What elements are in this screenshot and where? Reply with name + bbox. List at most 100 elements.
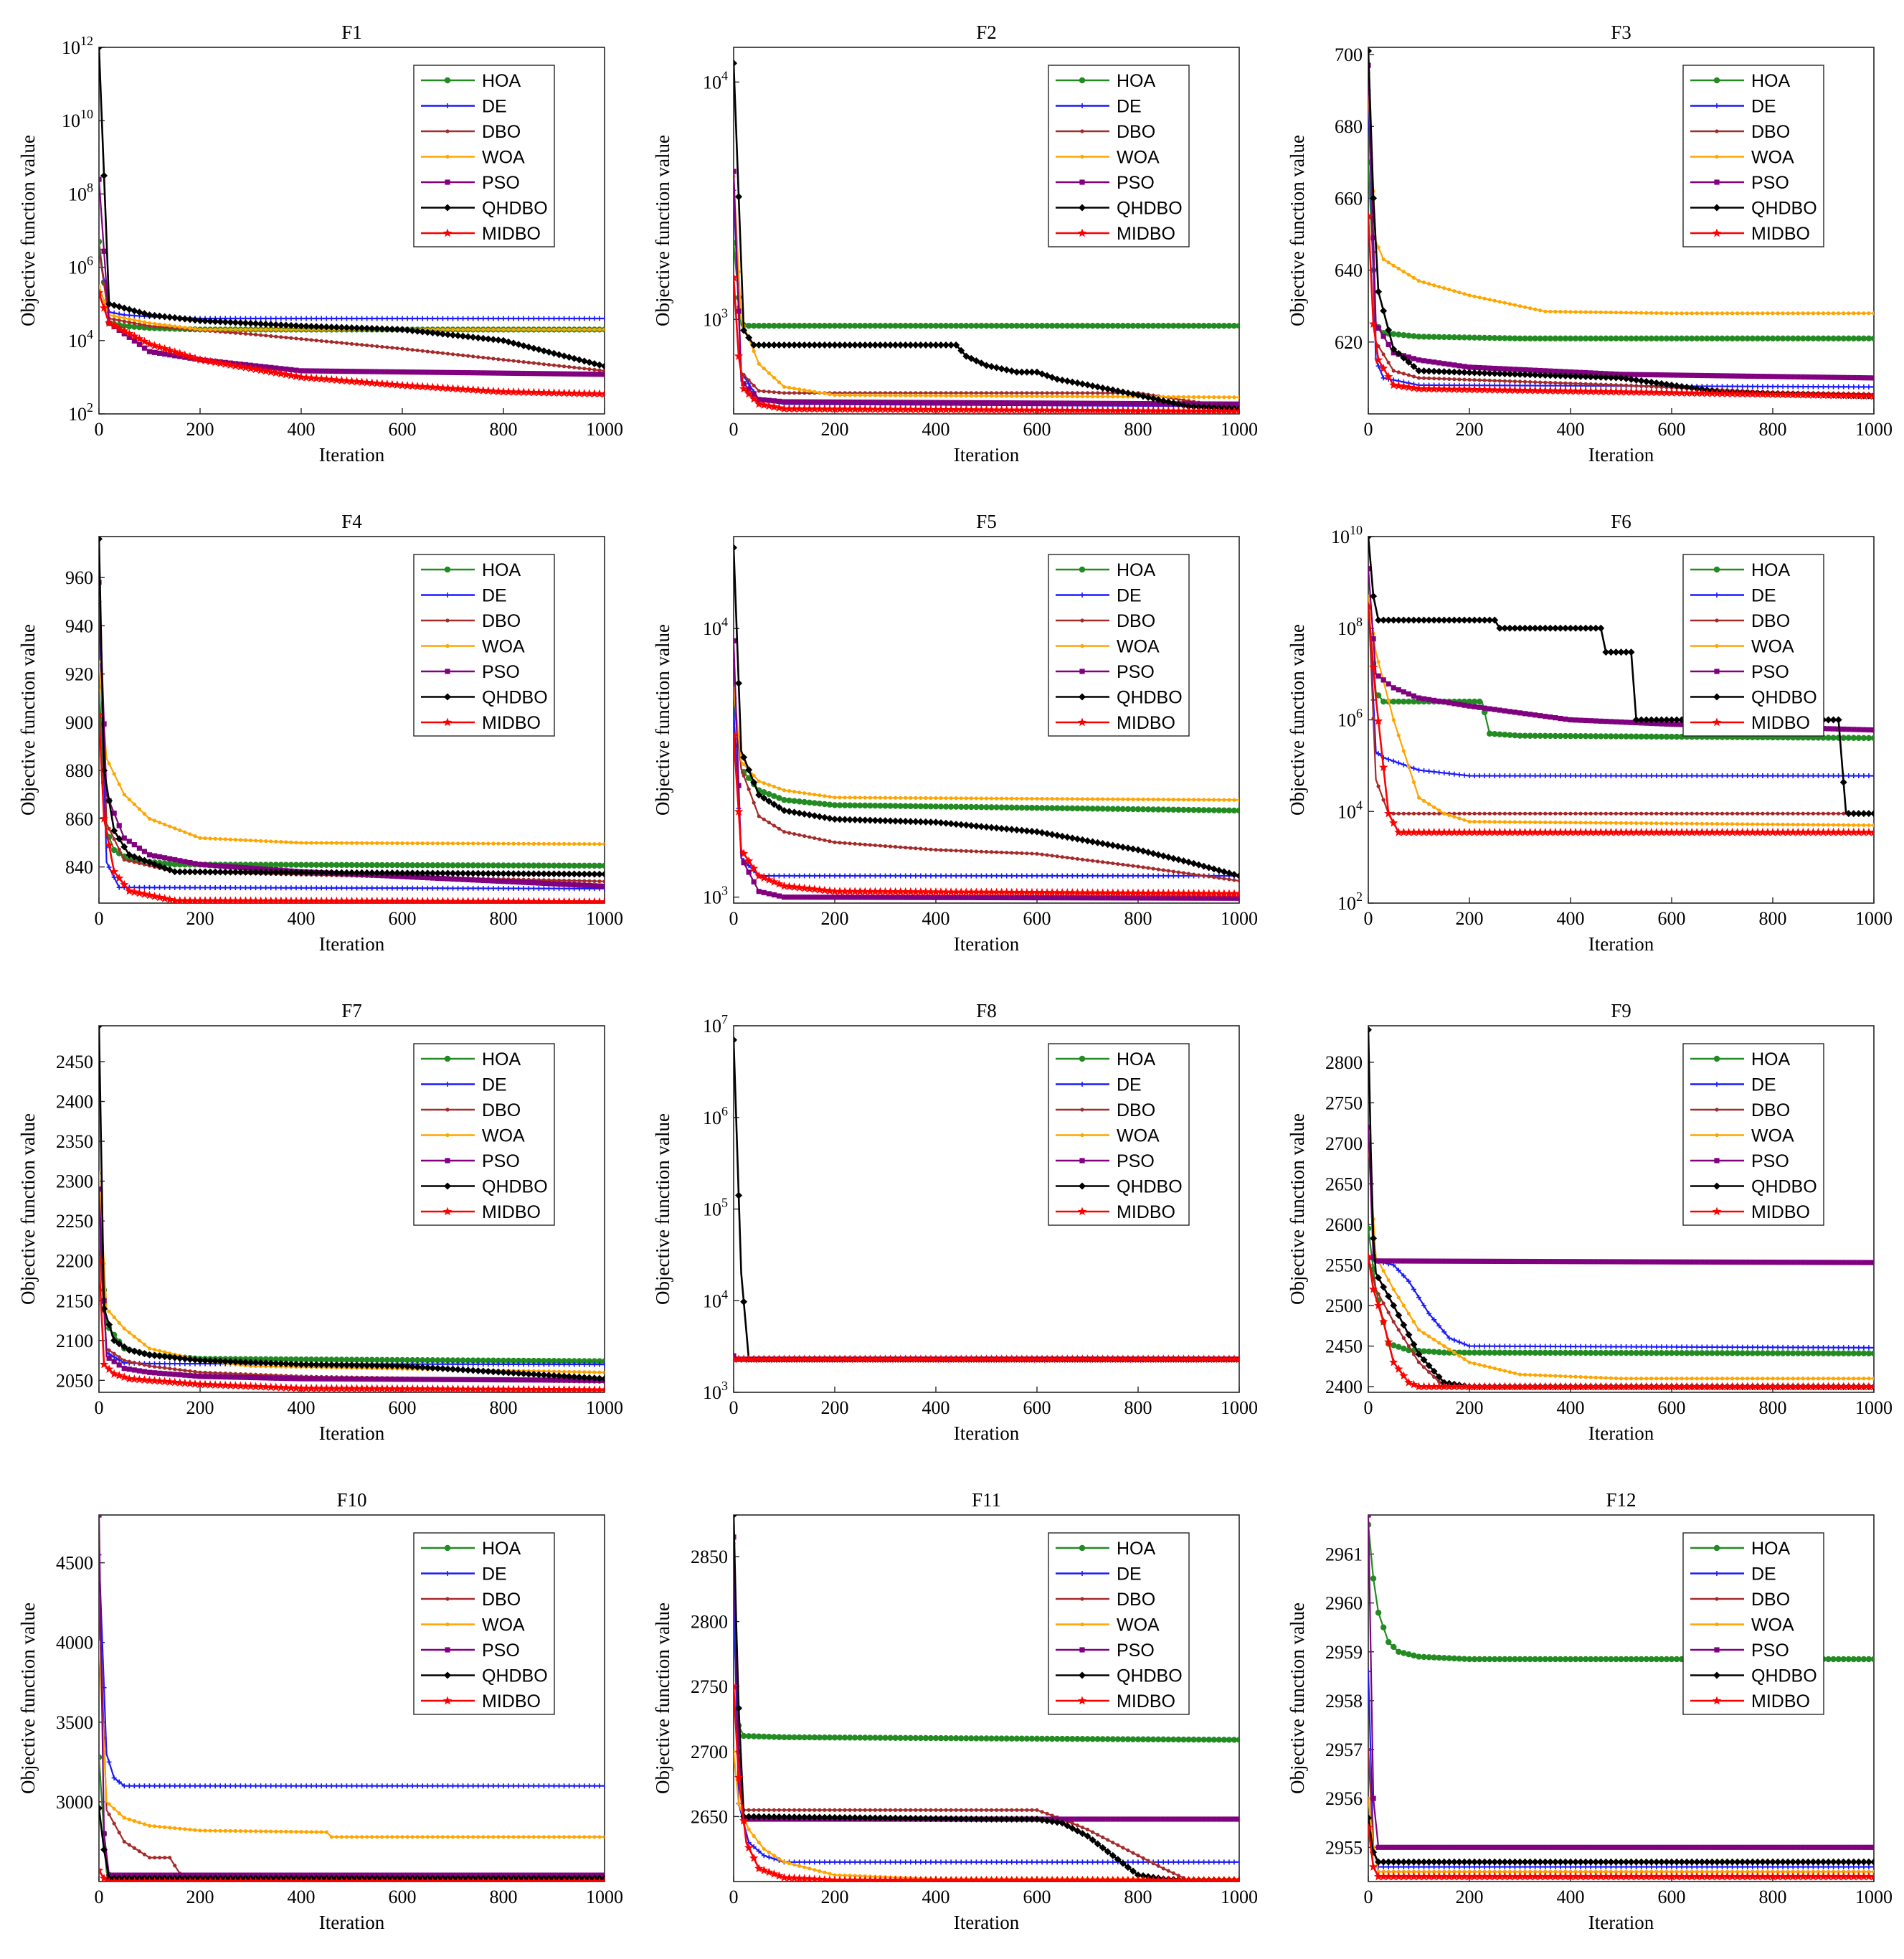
series-marker-midbo: [1723, 389, 1732, 397]
series-marker-pso: [1613, 719, 1619, 724]
series-marker-midbo: [1490, 385, 1500, 394]
series-marker-pso: [1370, 235, 1376, 241]
series-marker-midbo: [987, 887, 996, 897]
series-marker-pso: [812, 894, 818, 900]
series-marker-midbo: [1753, 389, 1763, 398]
series-marker-woa: [1406, 765, 1411, 769]
series-marker-qhdbo: [191, 868, 199, 876]
series-marker-de: [948, 873, 954, 879]
legend-label: QHDBO: [482, 688, 548, 708]
series-marker-qhdbo: [1415, 367, 1423, 374]
series-marker-midbo: [1555, 386, 1566, 395]
series-marker-midbo: [1560, 827, 1571, 836]
series-marker-midbo: [1763, 390, 1773, 398]
series-marker-woa: [471, 327, 475, 332]
series-marker-pso: [1770, 374, 1776, 379]
series-marker-qhdbo: [977, 359, 985, 367]
series-marker-hoa: [1018, 804, 1026, 811]
series-marker-hoa: [586, 862, 593, 869]
series-marker-midbo: [1169, 888, 1178, 897]
series-marker-midbo: [1839, 827, 1848, 836]
series-marker-midbo: [1098, 405, 1107, 414]
series-marker-pso: [136, 341, 142, 347]
series-marker-midbo: [1404, 827, 1413, 836]
series-marker-dbo: [1121, 862, 1125, 867]
series-marker-woa: [828, 392, 832, 397]
series-marker-de: [1140, 873, 1146, 879]
series-marker-hoa: [1593, 335, 1599, 341]
series-marker-dbo: [1771, 811, 1775, 816]
series-marker-midbo: [1626, 827, 1636, 836]
series-marker-pso: [1831, 374, 1837, 380]
series-marker-qhdbo: [1637, 377, 1645, 384]
series-marker-de: [1785, 384, 1791, 390]
series-marker-midbo: [231, 896, 240, 903]
series-marker-pso: [994, 894, 1000, 901]
series-marker-pso: [1175, 895, 1181, 901]
series-marker-midbo: [574, 388, 584, 397]
series-marker-woa: [516, 327, 521, 332]
series-marker-midbo: [851, 887, 860, 896]
series-marker-dbo: [1553, 811, 1558, 816]
series-marker-pso: [761, 889, 767, 895]
series-marker-midbo: [1682, 388, 1692, 397]
series-marker-pso: [202, 862, 208, 868]
series-marker-woa: [797, 790, 802, 795]
series-marker-qhdbo: [459, 332, 467, 340]
series-marker-hoa: [1099, 322, 1106, 329]
series-marker-woa: [873, 393, 877, 397]
series-marker-midbo: [216, 896, 225, 903]
series-marker-pso: [167, 856, 173, 862]
series-marker-qhdbo: [580, 357, 588, 365]
series-marker-woa: [954, 796, 958, 801]
legend-item-de: DE: [1690, 97, 1776, 117]
series-marker-dbo: [984, 391, 989, 395]
series-marker-dbo: [1563, 381, 1568, 385]
series-marker-pso: [1871, 727, 1874, 733]
series-marker-dbo: [959, 849, 963, 853]
series-marker-hoa: [1441, 334, 1447, 341]
series-marker-hoa: [857, 322, 863, 329]
series-marker-pso: [1553, 368, 1558, 374]
series-marker-dbo: [752, 383, 756, 388]
series-marker-midbo: [544, 388, 554, 397]
series-marker-hoa: [932, 803, 939, 810]
series-marker-pso: [480, 877, 486, 883]
series-marker-qhdbo: [343, 324, 351, 331]
series-marker-midbo: [473, 385, 483, 395]
series-marker-hoa: [495, 862, 502, 869]
series-marker-dbo: [954, 849, 958, 853]
legend-item-hoa: HOA: [1056, 71, 1156, 91]
series-marker-woa: [178, 325, 182, 329]
series-marker-qhdbo: [146, 311, 153, 319]
series-marker-dbo: [385, 345, 389, 349]
series-marker-hoa: [293, 862, 300, 868]
series-marker-hoa: [99, 238, 103, 245]
series-marker-de: [908, 873, 914, 879]
series-marker-hoa: [409, 862, 416, 869]
series-marker-qhdbo: [515, 869, 523, 877]
legend-label: DE: [1751, 97, 1776, 117]
series-marker-hoa: [1003, 804, 1010, 811]
y-tick-label: 680: [1335, 116, 1363, 137]
series-marker-hoa: [1079, 805, 1086, 812]
series-marker-hoa: [1211, 322, 1217, 329]
series-marker-midbo: [911, 405, 920, 414]
series-marker-de: [938, 873, 944, 879]
series-marker-woa: [979, 796, 984, 801]
series-marker-woa: [147, 321, 152, 326]
series-marker-woa: [1604, 310, 1608, 315]
series-marker-pso: [531, 880, 536, 886]
series-marker-woa: [848, 796, 852, 800]
series-marker-hoa: [338, 1356, 345, 1363]
series-marker-qhdbo: [1587, 624, 1595, 632]
series-marker-hoa: [536, 1357, 542, 1364]
series-marker-pso: [978, 400, 985, 406]
series-marker-midbo: [775, 879, 784, 888]
series-marker-qhdbo: [1617, 648, 1625, 656]
series-marker-dbo: [602, 369, 605, 373]
series-marker-midbo: [1103, 405, 1112, 414]
series-marker-qhdbo: [449, 869, 457, 877]
series-marker-pso: [1084, 895, 1091, 901]
series-marker-hoa: [349, 862, 355, 869]
